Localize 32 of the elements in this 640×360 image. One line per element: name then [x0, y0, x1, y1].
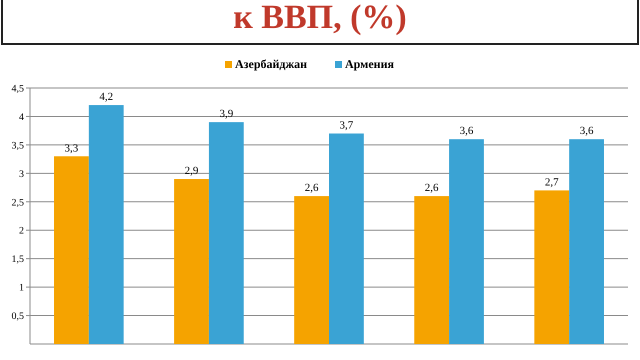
- y-tick-label: 4: [19, 112, 24, 123]
- bar: [54, 156, 89, 344]
- data-label: 3,7: [340, 120, 354, 132]
- y-tick-label: 2,5: [12, 197, 24, 208]
- data-label: 2,6: [304, 182, 319, 194]
- y-tick-label: 3,5: [12, 140, 24, 152]
- data-label: 2,6: [424, 182, 440, 194]
- data-label: 3,6: [580, 125, 594, 138]
- data-label: 3,6: [460, 125, 474, 138]
- y-tick-label: 1,5: [12, 254, 24, 266]
- bar: [329, 134, 364, 344]
- data-label: 3,3: [64, 142, 79, 154]
- bar: [569, 139, 604, 344]
- bar: [449, 139, 484, 344]
- chart-title: к ВВП, (%): [233, 0, 407, 36]
- y-tick-label: 1: [19, 282, 24, 294]
- y-tick-label: 4,5: [12, 84, 24, 94]
- bar: [294, 196, 329, 344]
- bar: [88, 105, 124, 344]
- bar: [174, 179, 209, 344]
- bar: [208, 122, 244, 344]
- data-label: 2,9: [184, 165, 199, 178]
- legend-label: Армения: [345, 57, 394, 71]
- y-tick-label: 2: [19, 226, 24, 237]
- y-tick-label: 3: [19, 168, 24, 180]
- y-tick-label: 0,5: [12, 311, 24, 322]
- bar: [534, 190, 570, 344]
- bar: [414, 196, 450, 344]
- data-label: 2,7: [544, 176, 560, 188]
- data-label: 3,9: [219, 108, 234, 120]
- legend-label: Азербайджан: [235, 57, 308, 71]
- data-label: 4,2: [99, 91, 114, 104]
